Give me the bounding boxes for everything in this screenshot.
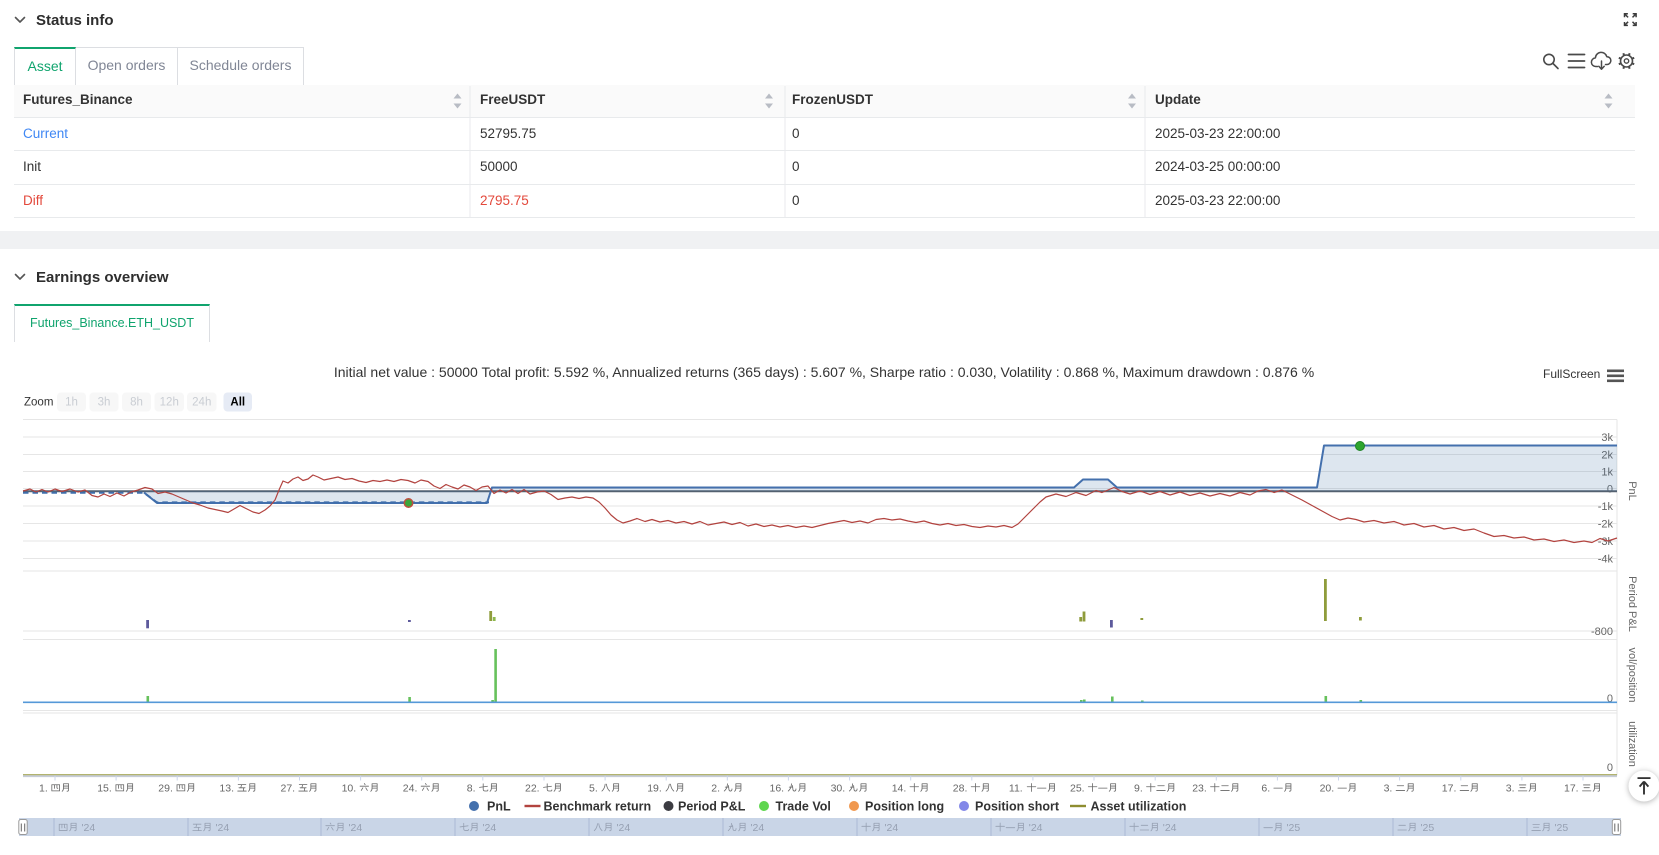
svg-text:FullScreen: FullScreen <box>1543 367 1600 381</box>
svg-text:0: 0 <box>1607 693 1613 705</box>
svg-text:17.: 17. <box>1564 783 1582 795</box>
svg-text:28.: 28. <box>953 783 971 795</box>
svg-text:0: 0 <box>1607 484 1613 496</box>
svg-text:Position long: Position long <box>865 800 944 814</box>
svg-text:11.: 11. <box>1009 783 1026 795</box>
svg-text:'24: '24 <box>614 822 631 834</box>
svg-text:14.: 14. <box>892 783 910 795</box>
svg-text:'24: '24 <box>79 822 96 834</box>
svg-text:Initial net value : 50000 Tota: Initial net value : 50000 Total profit: … <box>334 364 1314 380</box>
svg-text:22.: 22. <box>525 783 543 795</box>
svg-text:Asset utilization: Asset utilization <box>1091 800 1187 814</box>
svg-text:23.: 23. <box>1192 783 1210 795</box>
svg-text:3.: 3. <box>1384 783 1396 795</box>
svg-text:-4k: -4k <box>1598 554 1614 566</box>
svg-text:-1k: -1k <box>1598 501 1614 513</box>
svg-text:3k: 3k <box>1601 432 1613 444</box>
svg-text:-3k: -3k <box>1598 536 1614 548</box>
svg-text:Period P&L: Period P&L <box>678 800 746 814</box>
svg-text:Benchmark return: Benchmark return <box>544 800 652 814</box>
svg-text:30.: 30. <box>831 783 849 795</box>
svg-text:9.: 9. <box>1134 783 1146 795</box>
svg-text:13.: 13. <box>219 783 237 795</box>
svg-text:15.: 15. <box>97 783 115 795</box>
svg-text:Trade Vol: Trade Vol <box>776 800 831 814</box>
svg-text:10.: 10. <box>342 783 360 795</box>
svg-text:8h: 8h <box>130 397 143 409</box>
svg-text:'24: '24 <box>748 822 765 834</box>
svg-text:24.: 24. <box>403 783 421 795</box>
svg-text:utilization: utilization <box>1626 721 1638 767</box>
svg-text:All: All <box>230 397 245 409</box>
svg-text:19.: 19. <box>647 783 665 795</box>
svg-text:1.: 1. <box>39 783 51 795</box>
svg-text:3.: 3. <box>1506 783 1518 795</box>
svg-text:'24: '24 <box>882 822 899 834</box>
svg-text:1h: 1h <box>65 397 78 409</box>
svg-text:-2k: -2k <box>1598 519 1614 531</box>
svg-text:17.: 17. <box>1442 783 1460 795</box>
svg-text:'24: '24 <box>213 822 230 834</box>
svg-text:'25: '25 <box>1284 822 1301 834</box>
svg-text:-800: -800 <box>1591 626 1613 638</box>
svg-text:PnL: PnL <box>1626 481 1638 501</box>
svg-text:2k: 2k <box>1601 450 1613 462</box>
svg-text:29.: 29. <box>158 783 176 795</box>
svg-text:'24: '24 <box>1160 822 1177 834</box>
svg-text:2.: 2. <box>711 783 723 795</box>
svg-text:5.: 5. <box>589 783 601 795</box>
svg-text:25.: 25. <box>1070 783 1088 795</box>
svg-text:27.: 27. <box>281 783 299 795</box>
svg-text:6.: 6. <box>1261 783 1273 795</box>
svg-text:24h: 24h <box>192 397 211 409</box>
svg-text:'25: '25 <box>1418 822 1435 834</box>
svg-text:12h: 12h <box>160 397 179 409</box>
svg-text:0: 0 <box>1607 762 1613 774</box>
svg-text:20.: 20. <box>1320 783 1338 795</box>
svg-text:PnL: PnL <box>487 800 511 814</box>
svg-text:'25: '25 <box>1552 822 1569 834</box>
svg-text:Position short: Position short <box>975 800 1060 814</box>
svg-text:Period P&L: Period P&L <box>1626 576 1638 632</box>
svg-text:3h: 3h <box>98 397 111 409</box>
svg-text:'24: '24 <box>1026 822 1043 834</box>
svg-text:Zoom: Zoom <box>24 397 53 409</box>
svg-text:1k: 1k <box>1601 467 1613 479</box>
svg-text:8.: 8. <box>467 783 479 795</box>
svg-text:16.: 16. <box>770 783 788 795</box>
svg-text:vol/position: vol/position <box>1626 647 1638 702</box>
svg-text:'24: '24 <box>346 822 363 834</box>
svg-text:'24: '24 <box>480 822 497 834</box>
